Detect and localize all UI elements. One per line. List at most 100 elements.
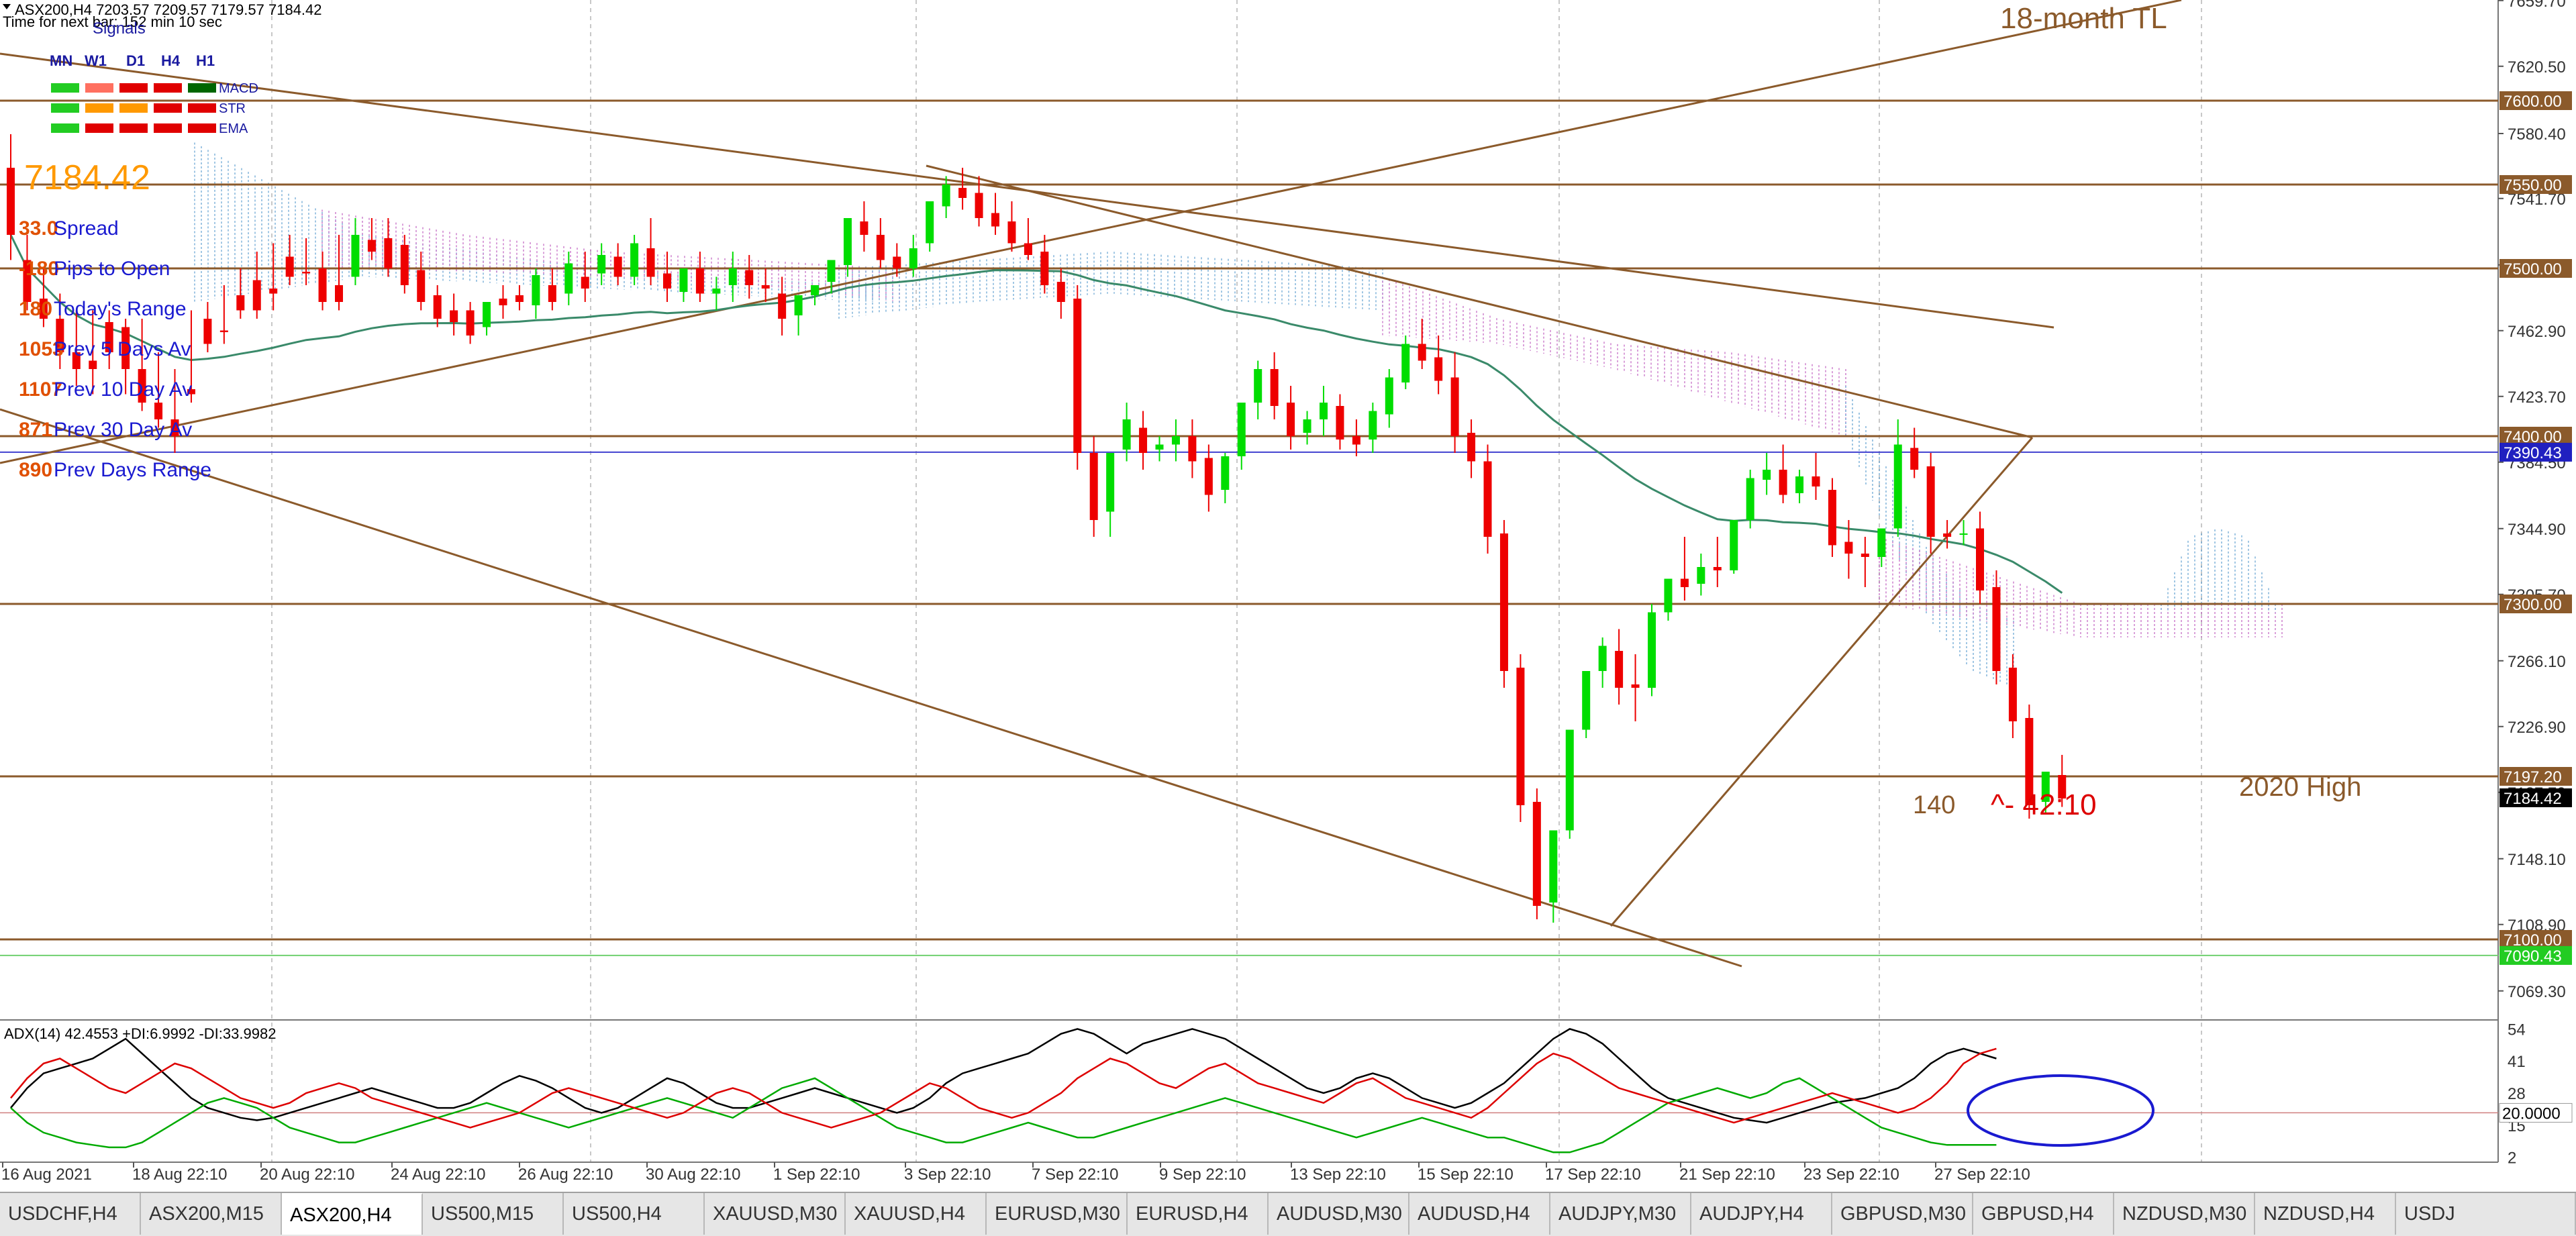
- info-label: Prev 10 Day Av: [54, 378, 192, 401]
- candle-body: [1615, 651, 1624, 688]
- signals-timeframe: D1: [126, 52, 145, 69]
- chart-tab[interactable]: XAUUSD,M30: [705, 1193, 846, 1235]
- chart-tab[interactable]: GBPUSD,H4: [1973, 1193, 2114, 1235]
- level-label: 7184.42: [2504, 790, 2562, 808]
- price-tick-label: 7226.90: [2508, 719, 2566, 737]
- candle-body: [1254, 369, 1262, 403]
- candle-body: [400, 245, 409, 285]
- candle-body: [1237, 403, 1246, 456]
- time-tick-label: 1 Sep 22:10: [773, 1166, 860, 1184]
- signal-cell: [154, 103, 182, 113]
- candle-body: [778, 293, 787, 319]
- signals-timeframe: W1: [85, 52, 107, 69]
- signal-cell: [51, 103, 79, 113]
- signal-row-label: STR: [219, 101, 246, 116]
- chart-tab[interactable]: AUDUSD,M30: [1269, 1193, 1409, 1235]
- chart-tab[interactable]: NZDUSD,H4: [2255, 1193, 2396, 1235]
- candle-body: [1713, 567, 1722, 570]
- chart-tab[interactable]: GBPUSD,M30: [1832, 1193, 1973, 1235]
- candle-body: [433, 295, 442, 319]
- chart-tab[interactable]: EURUSD,H4: [1128, 1193, 1269, 1235]
- time-tick-label: 16 Aug 2021: [1, 1166, 92, 1184]
- candle-body: [564, 263, 573, 294]
- time-tick-label: 27 Sep 22:10: [1934, 1166, 2030, 1184]
- candle-body: [942, 185, 950, 207]
- chart-tab[interactable]: EURUSD,M30: [987, 1193, 1128, 1235]
- chart-tab[interactable]: USDJ: [2396, 1193, 2576, 1235]
- candle-body: [2025, 718, 2034, 805]
- level-label: 7600.00: [2504, 93, 2562, 111]
- trendline-lower-descending[interactable]: [0, 408, 1742, 968]
- signals-timeframe: H4: [161, 52, 181, 69]
- candle-body: [1763, 470, 1771, 480]
- signal-cell: [119, 83, 148, 93]
- candle-body: [417, 270, 426, 302]
- price-tick-label: 7659.70: [2508, 0, 2566, 11]
- dropdown-triangle-icon[interactable]: [3, 4, 11, 9]
- candle-body: [695, 268, 704, 294]
- candle-body: [1450, 377, 1459, 436]
- chart-tab[interactable]: XAUUSD,H4: [846, 1193, 987, 1235]
- info-value: 33.0: [19, 217, 58, 240]
- chart-tab[interactable]: ASX200,M15: [141, 1193, 282, 1235]
- annotation-2020-high: 2020 High: [2239, 772, 2361, 802]
- chart-tab[interactable]: AUDUSD,H4: [1409, 1193, 1550, 1235]
- chart-tab[interactable]: US500,H4: [564, 1193, 705, 1235]
- bar-countdown: Time for next bar: 152 min 10 sec: [3, 13, 222, 30]
- candle-body: [761, 285, 770, 289]
- candle-body: [876, 235, 885, 260]
- time-tick-label: 13 Sep 22:10: [1290, 1166, 1386, 1184]
- candle-body: [367, 240, 376, 252]
- trendline-rising-support[interactable]: [1609, 437, 2034, 927]
- candle-body: [1320, 403, 1328, 419]
- time-tick-label: 3 Sep 22:10: [904, 1166, 991, 1184]
- price-tick-label: 7462.90: [2508, 323, 2566, 341]
- signal-cell: [85, 83, 113, 93]
- chart-tab[interactable]: USDCHF,H4: [0, 1193, 141, 1235]
- candle-body: [1171, 436, 1180, 445]
- candle-body: [1697, 567, 1705, 584]
- price-tick-label: 7423.70: [2508, 389, 2566, 407]
- annotation-pips: 140: [1913, 791, 1955, 819]
- candle-body: [72, 352, 81, 369]
- candle-body: [991, 213, 999, 227]
- candle-body: [532, 275, 540, 305]
- chart-tab[interactable]: AUDJPY,M30: [1550, 1193, 1691, 1235]
- level-label-box: [2499, 442, 2572, 462]
- level-label-box: [2499, 175, 2572, 194]
- candle-body: [1943, 533, 1952, 537]
- trendline-mid-descending[interactable]: [926, 164, 2033, 439]
- candle-body: [1812, 476, 1820, 486]
- info-label: Prev 30 Day Av: [54, 419, 192, 441]
- candle-body: [1746, 478, 1754, 520]
- adx-level-label: 20.0000: [2502, 1104, 2561, 1123]
- candle-body: [745, 270, 754, 285]
- signal-cell: [51, 123, 79, 133]
- time-tick-label: 20 Aug 22:10: [260, 1166, 354, 1184]
- candle-body: [1844, 542, 1853, 554]
- chart-tab[interactable]: AUDJPY,H4: [1691, 1193, 1832, 1235]
- info-label: Pips to Open: [54, 258, 170, 280]
- candle-body: [1040, 252, 1049, 285]
- signal-cell: [188, 123, 216, 133]
- chart-tab[interactable]: ASX200,H4: [282, 1193, 423, 1235]
- candle-body: [1976, 528, 1984, 590]
- candle-body: [154, 403, 163, 419]
- candle-body: [335, 285, 343, 302]
- signal-row-label: MACD: [219, 81, 258, 96]
- chart-tab[interactable]: NZDUSD,M30: [2114, 1193, 2255, 1235]
- price-chart[interactable]: 7659.707620.507580.407541.707502.107462.…: [0, 0, 2576, 1192]
- time-tick-label: 23 Sep 22:10: [1803, 1166, 1899, 1184]
- candles: [7, 134, 2067, 923]
- adx-crossover-ellipse[interactable]: [1967, 1074, 2154, 1147]
- candle-body: [1024, 243, 1032, 255]
- trendline-18-month[interactable]: [0, 0, 2182, 464]
- level-label-box: [2499, 767, 2572, 786]
- candle-body: [1516, 668, 1525, 805]
- chart-tab[interactable]: US500,M15: [423, 1193, 564, 1235]
- candle-body: [958, 188, 967, 198]
- time-tick-label: 30 Aug 22:10: [646, 1166, 740, 1184]
- candle-body: [2008, 668, 2017, 721]
- info-value: 180: [19, 298, 52, 320]
